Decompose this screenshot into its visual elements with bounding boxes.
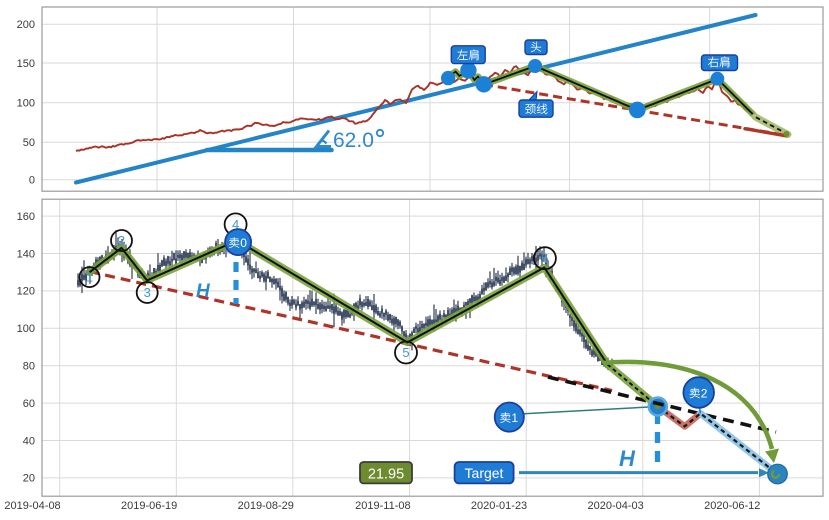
svg-text:6: 6: [541, 251, 548, 266]
svg-text:2: 2: [701, 386, 708, 400]
svg-text:2: 2: [118, 233, 125, 248]
svg-text:140: 140: [17, 248, 35, 260]
svg-text:50: 50: [23, 137, 35, 149]
svg-text:H: H: [619, 446, 636, 471]
svg-text:1: 1: [511, 411, 518, 425]
svg-text:2019-11-08: 2019-11-08: [355, 500, 410, 512]
svg-text:100: 100: [17, 98, 35, 110]
svg-text:5: 5: [402, 345, 409, 360]
svg-text:80: 80: [23, 361, 35, 373]
svg-text:3: 3: [144, 285, 151, 300]
svg-text:200: 200: [17, 19, 35, 31]
svg-text:120: 120: [17, 286, 35, 298]
svg-text:60: 60: [23, 398, 35, 410]
svg-text:20: 20: [23, 473, 35, 485]
svg-text:H: H: [196, 281, 211, 302]
svg-text:Target: Target: [465, 465, 504, 481]
svg-text:160: 160: [17, 211, 35, 223]
svg-text:62.0: 62.0: [333, 129, 374, 152]
svg-text:2019-08-29: 2019-08-29: [238, 500, 294, 512]
svg-text:0: 0: [240, 236, 247, 250]
svg-text:150: 150: [17, 58, 35, 70]
svg-text:2020-06-12: 2020-06-12: [704, 500, 760, 512]
svg-text:1: 1: [86, 270, 93, 285]
svg-text:2020-01-23: 2020-01-23: [471, 500, 527, 512]
svg-text:4: 4: [232, 217, 239, 232]
svg-text:40: 40: [23, 435, 35, 447]
svg-text:2019-04-08: 2019-04-08: [4, 500, 60, 512]
svg-text:21.95: 21.95: [368, 467, 404, 483]
svg-text:0: 0: [29, 175, 35, 187]
svg-text:2019-06-19: 2019-06-19: [121, 500, 177, 512]
svg-text:2020-04-03: 2020-04-03: [588, 500, 644, 512]
svg-text:100: 100: [17, 323, 35, 335]
